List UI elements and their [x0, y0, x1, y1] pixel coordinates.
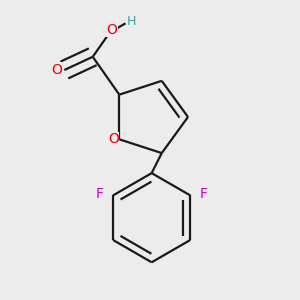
- Text: H: H: [127, 15, 136, 28]
- Text: O: O: [108, 132, 119, 146]
- Text: O: O: [106, 23, 117, 37]
- Text: F: F: [200, 187, 208, 201]
- Text: O: O: [52, 63, 62, 77]
- Text: F: F: [96, 187, 104, 201]
